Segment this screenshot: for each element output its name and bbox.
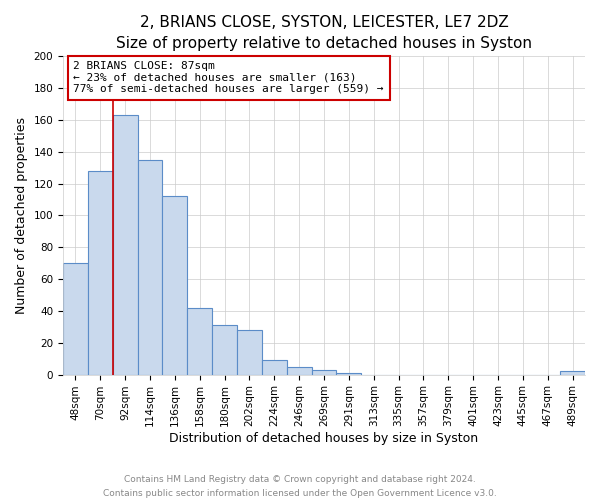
Y-axis label: Number of detached properties: Number of detached properties bbox=[15, 117, 28, 314]
Title: 2, BRIANS CLOSE, SYSTON, LEICESTER, LE7 2DZ
Size of property relative to detache: 2, BRIANS CLOSE, SYSTON, LEICESTER, LE7 … bbox=[116, 15, 532, 51]
Bar bbox=[311, 370, 337, 374]
Bar bbox=[187, 308, 212, 374]
Bar bbox=[88, 171, 113, 374]
Bar bbox=[163, 196, 187, 374]
Text: Contains HM Land Registry data © Crown copyright and database right 2024.
Contai: Contains HM Land Registry data © Crown c… bbox=[103, 476, 497, 498]
Bar bbox=[560, 372, 585, 374]
Bar bbox=[337, 373, 361, 374]
Bar bbox=[113, 115, 137, 374]
Bar bbox=[212, 326, 237, 374]
Bar bbox=[287, 366, 311, 374]
Text: 2 BRIANS CLOSE: 87sqm
← 23% of detached houses are smaller (163)
77% of semi-det: 2 BRIANS CLOSE: 87sqm ← 23% of detached … bbox=[73, 61, 384, 94]
Bar bbox=[63, 263, 88, 374]
Bar bbox=[137, 160, 163, 374]
X-axis label: Distribution of detached houses by size in Syston: Distribution of detached houses by size … bbox=[169, 432, 479, 445]
Bar bbox=[237, 330, 262, 374]
Bar bbox=[262, 360, 287, 374]
